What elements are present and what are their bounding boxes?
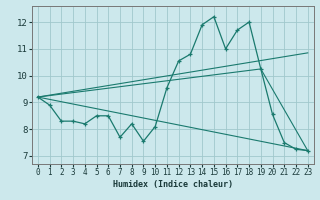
X-axis label: Humidex (Indice chaleur): Humidex (Indice chaleur) bbox=[113, 180, 233, 189]
